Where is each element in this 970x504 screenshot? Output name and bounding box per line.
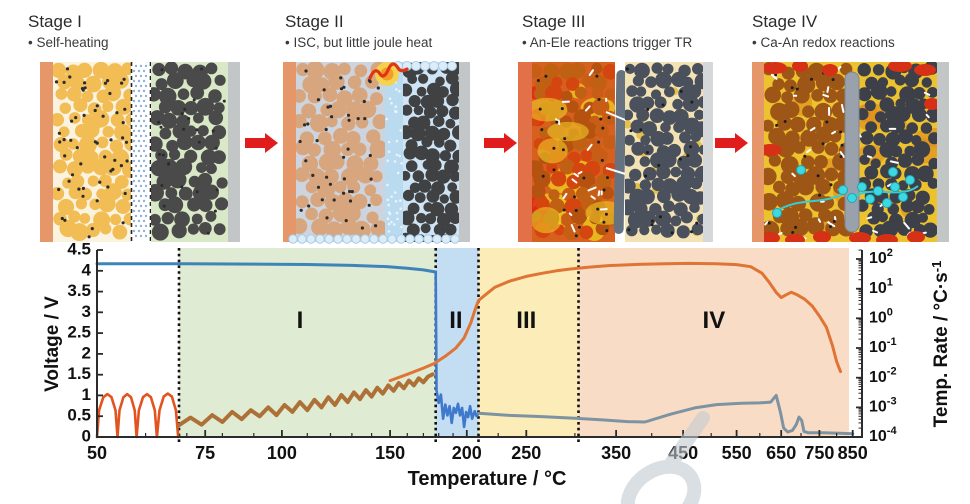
stage-2-bullet: • ISC, but little joule heat — [285, 34, 433, 50]
stage-1-title: Stage I — [28, 12, 82, 31]
svg-text:350: 350 — [601, 443, 631, 463]
stage-4-bullet: • Ca-An redox reactions — [752, 34, 895, 50]
series-arc-heat-wait-seek-humps — [95, 392, 180, 439]
svg-text:4: 4 — [82, 260, 92, 279]
stage-3-label: Stage III • An-Ele reactions trigger TR — [522, 12, 752, 50]
svg-text:4.5: 4.5 — [67, 240, 91, 258]
stage-3-illustration — [518, 62, 713, 242]
svg-text:75: 75 — [195, 443, 215, 463]
region-label-III: III — [516, 307, 536, 334]
svg-text:650: 650 — [766, 443, 796, 463]
svg-text:100: 100 — [267, 443, 297, 463]
svg-text:3: 3 — [82, 302, 91, 321]
gas-molecules-icon — [772, 165, 915, 218]
svg-text:850: 850 — [838, 443, 868, 463]
svg-text:0.5: 0.5 — [67, 406, 91, 425]
svg-text:10-1: 10-1 — [869, 336, 897, 356]
svg-text:200: 200 — [452, 443, 482, 463]
stage-2-title: Stage II — [285, 12, 344, 31]
stage-2-illustration — [283, 61, 470, 244]
svg-text:50: 50 — [87, 443, 107, 463]
stage-2-label: Stage II • ISC, but little joule heat — [285, 12, 515, 50]
x-axis-title: Temperature / °C — [408, 468, 567, 490]
region-label-II: II — [449, 307, 462, 334]
svg-text:550: 550 — [722, 443, 752, 463]
svg-text:1: 1 — [82, 385, 91, 404]
svg-text:150: 150 — [375, 443, 405, 463]
svg-text:10-4: 10-4 — [869, 425, 897, 445]
y-right-axis-title: Temp. Rate / °C·s-1 — [929, 261, 952, 428]
stage-arrow-icon — [245, 133, 278, 153]
stage-4-title: Stage IV — [752, 12, 818, 31]
series-temp-rate — [388, 261, 842, 383]
svg-text:0: 0 — [82, 426, 91, 445]
svg-text:1.5: 1.5 — [67, 364, 91, 383]
svg-text:250: 250 — [511, 443, 541, 463]
region-label-IV: IV — [703, 307, 726, 334]
svg-text:3.5: 3.5 — [67, 281, 91, 300]
svg-text:2: 2 — [82, 343, 91, 362]
stage-1-illustration — [40, 62, 240, 242]
svg-text:10-2: 10-2 — [869, 366, 897, 386]
stage-illustrations — [40, 61, 949, 244]
series-voltage-isc-noisy — [434, 270, 480, 429]
stage-arrow-icon — [484, 133, 517, 153]
stage-arrow-icon — [715, 133, 748, 153]
svg-text:102: 102 — [869, 247, 893, 267]
preproof-watermark-fragment — [620, 411, 710, 504]
svg-text:101: 101 — [869, 277, 893, 297]
svg-text:2.5: 2.5 — [67, 323, 91, 342]
y-left-axis-title: Voltage / V — [42, 296, 63, 392]
stage-4-label: Stage IV • Ca-An redox reactions — [752, 12, 970, 50]
region-label-I: I — [297, 307, 304, 334]
stage-3-bullet: • An-Ele reactions trigger TR — [522, 34, 693, 50]
series-voltage-stage1 — [95, 262, 438, 274]
series-self-heating-rate-noisy — [177, 372, 435, 428]
spark-flame-icon — [368, 62, 409, 80]
series-voltage-late — [477, 393, 855, 436]
stage-3-title: Stage III — [522, 12, 586, 31]
svg-text:750: 750 — [804, 443, 834, 463]
svg-text:10-3: 10-3 — [869, 395, 897, 415]
stage-4-illustration — [752, 62, 949, 242]
stage-1-bullet: • Self-heating — [28, 34, 109, 50]
svg-text:100: 100 — [869, 306, 893, 326]
stage-1-label: Stage I • Self-heating — [28, 12, 258, 50]
